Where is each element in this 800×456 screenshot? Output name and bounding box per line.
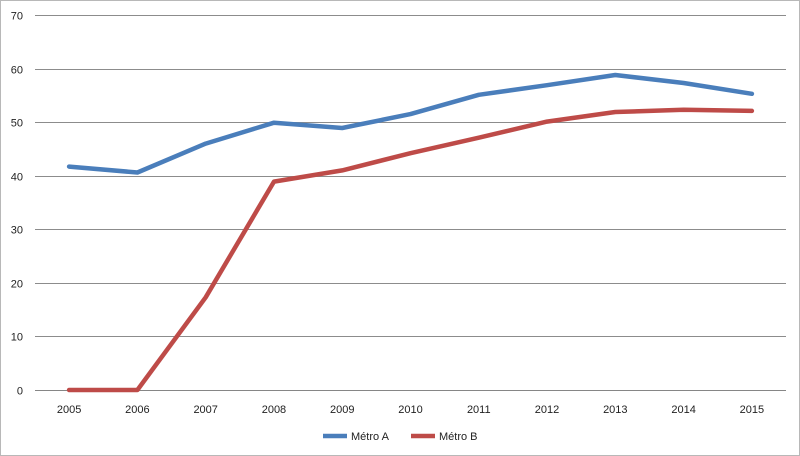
x-tick-label: 2006 <box>125 404 149 416</box>
y-tick-label: 0 <box>17 386 23 398</box>
legend-item-metro-b: Métro B <box>411 431 478 443</box>
legend-label: Métro A <box>351 431 390 443</box>
y-tick-label: 40 <box>11 172 23 184</box>
x-tick-label: 2014 <box>671 404 695 416</box>
y-tick-label: 30 <box>11 225 23 237</box>
x-tick-label: 2009 <box>330 404 354 416</box>
legend: Métro A Métro B <box>323 431 478 443</box>
y-tick-label: 50 <box>11 118 23 130</box>
y-tick-label: 10 <box>11 332 23 344</box>
y-tick-label: 20 <box>11 279 23 291</box>
series-line-metro-b <box>66 107 755 393</box>
gridlines <box>35 15 786 391</box>
x-axis-ticks: 2005 2006 2007 2008 2009 2010 2011 2012 2013 2014… <box>57 404 764 416</box>
y-tick-label: 60 <box>11 65 23 77</box>
x-tick-label: 2010 <box>398 404 422 416</box>
x-tick-label: 2012 <box>535 404 559 416</box>
x-tick-label: 2007 <box>193 404 217 416</box>
legend-label: Métro B <box>439 431 478 443</box>
series-lines <box>66 72 755 393</box>
x-tick-label: 2013 <box>603 404 627 416</box>
series-line-metro-a <box>66 72 755 175</box>
x-tick-label: 2011 <box>467 404 491 416</box>
x-tick-label: 2005 <box>57 404 81 416</box>
legend-item-metro-a: Métro A <box>323 431 390 443</box>
x-tick-label: 2015 <box>740 404 764 416</box>
x-tick-label: 2008 <box>262 404 286 416</box>
y-axis-ticks: 0 10 20 30 40 50 60 70 <box>11 11 23 398</box>
y-tick-label: 70 <box>11 11 23 23</box>
